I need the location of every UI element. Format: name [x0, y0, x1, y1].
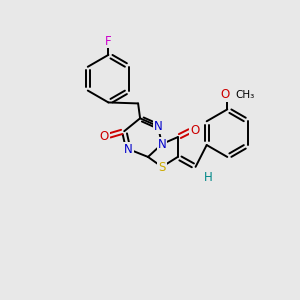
Text: H: H — [204, 171, 213, 184]
Text: O: O — [190, 124, 199, 137]
Text: S: S — [158, 161, 166, 174]
Text: N: N — [158, 138, 166, 151]
Text: CH₃: CH₃ — [235, 89, 254, 100]
Text: O: O — [100, 130, 109, 142]
Text: F: F — [105, 34, 112, 47]
Text: N: N — [124, 142, 133, 155]
Text: O: O — [221, 88, 230, 101]
Text: N: N — [154, 120, 162, 133]
